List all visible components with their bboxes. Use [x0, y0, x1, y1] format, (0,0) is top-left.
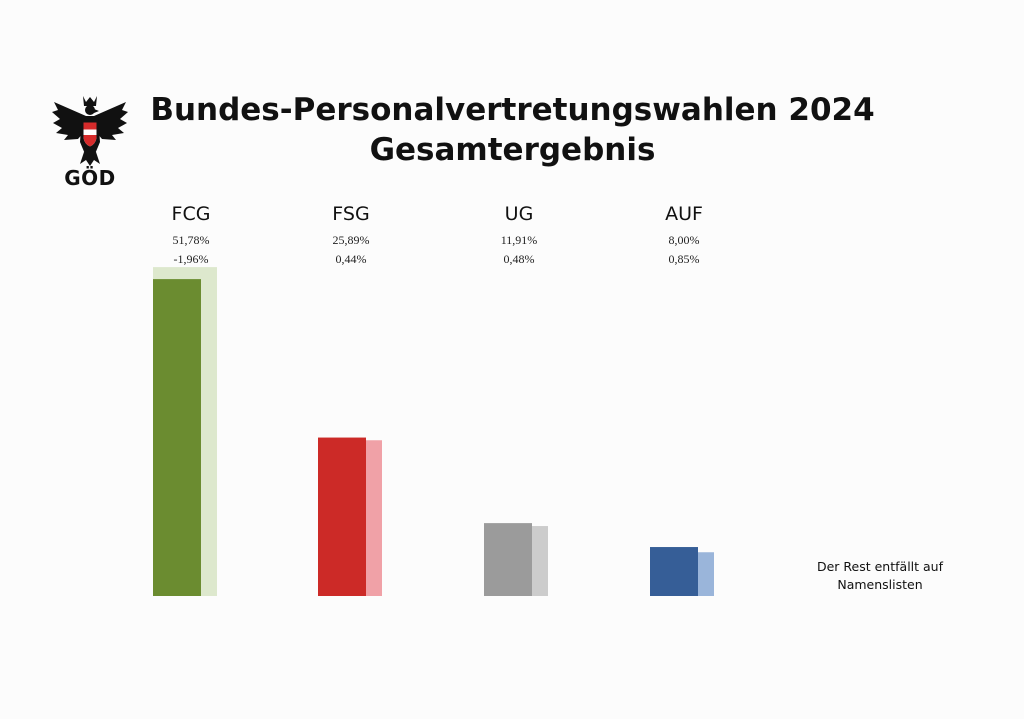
chart-title: Bundes-Personalvertretungswahlen 2024 Ge… [140, 90, 885, 170]
value-label-auf: 8,00% [669, 233, 700, 247]
value-label-ug: 11,91% [501, 233, 538, 247]
value-label-fcg: 51,78% [173, 233, 210, 247]
change-label-fcg: -1,96% [174, 252, 209, 266]
footnote: Der Rest entfällt auf Namenslisten [790, 558, 970, 594]
logo-text: GÖD [64, 166, 116, 190]
title-line-2: Gesamtergebnis [369, 132, 656, 168]
change-label-ug: 0,48% [504, 252, 535, 266]
category-label-fsg: FSG [332, 203, 369, 225]
bar-current-fcg [153, 279, 201, 596]
category-label-fcg: FCG [172, 203, 211, 225]
bar-current-ug [484, 523, 532, 596]
footnote-line-1: Der Rest entfällt auf [816, 559, 943, 574]
bar-current-auf [650, 547, 698, 596]
category-label-ug: UG [505, 203, 534, 225]
change-label-fsg: 0,44% [336, 252, 367, 266]
goed-eagle-logo [52, 96, 128, 166]
bar-current-fsg [318, 437, 366, 596]
category-label-auf: AUF [665, 203, 703, 225]
change-label-auf: 0,85% [669, 252, 700, 266]
title-line-1: Bundes-Personalvertretungswahlen 2024 [150, 92, 875, 128]
value-label-fsg: 25,89% [333, 233, 370, 247]
footnote-line-2: Namenslisten [837, 577, 923, 592]
